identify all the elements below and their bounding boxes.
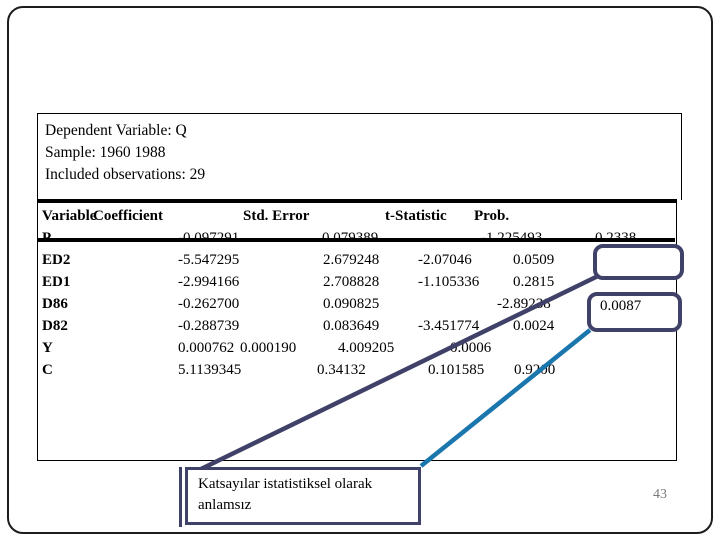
table-cell: 0.34132 — [317, 362, 366, 378]
table-cell: ED2 — [42, 252, 71, 268]
table-cell: 0.083649 — [323, 318, 380, 334]
table-cell: D86 — [42, 296, 68, 312]
table-cell: 0.090825 — [323, 296, 380, 312]
table-header-separator-line — [37, 238, 675, 242]
table-cell: -0.288739 — [178, 318, 240, 334]
dependent-variable-line: Dependent Variable: Q — [45, 122, 187, 139]
table-cell: ED1 — [42, 274, 71, 290]
table-cell: -0.262700 — [178, 296, 240, 312]
callout-box-1 — [593, 244, 684, 280]
table-cell: 0.101585 — [428, 362, 485, 378]
table-cell: 5.1139345 — [178, 362, 242, 378]
callout-box-2 — [587, 292, 682, 332]
table-cell: C — [42, 362, 53, 378]
table-cell: 0.000762 — [178, 340, 235, 356]
table-cell: Coefficient — [93, 208, 163, 224]
table-cell: -2.994166 — [178, 274, 240, 290]
table-cell: 0.0509 — [513, 252, 555, 268]
table-cell: -3.451774 — [418, 318, 480, 334]
d86-prob-value: 0.0087 — [600, 298, 642, 314]
note-text: Katsayılar istatistiksel olarak anlamsız — [198, 476, 373, 513]
slide-border — [7, 6, 713, 534]
connector-line-navy — [200, 273, 599, 472]
table-cell: D82 — [42, 318, 68, 334]
table-cell: Prob. — [474, 208, 510, 224]
note-box-left-line — [179, 467, 182, 527]
table-cell: Y — [42, 340, 53, 356]
table-cell: 0.000190 — [240, 340, 297, 356]
regression-header-box: Dependent Variable: Q Sample: 1960 1988 … — [37, 113, 682, 200]
table-cell: t-Statistic — [385, 208, 447, 224]
table-cell: 0.0024 — [513, 318, 555, 334]
sample-line: Sample: 1960 1988 — [45, 144, 166, 161]
table-cell: Std. Error — [243, 208, 310, 224]
table-cell: -5.547295 — [178, 252, 240, 268]
connector-line-teal — [419, 328, 592, 468]
table-cell: 2.679248 — [323, 252, 380, 268]
table-cell: -1.105336 — [418, 274, 480, 290]
table-cell: 2.708828 — [323, 274, 380, 290]
table-cell: -2.07046 — [418, 252, 472, 268]
observations-line: Included observations: 29 — [45, 166, 206, 183]
page-number: 43 — [653, 487, 667, 502]
table-cell: 4.009205 — [338, 340, 395, 356]
table-cell: 0.2815 — [513, 274, 555, 290]
note-box: Katsayılar istatistiksel olarak anlamsız — [185, 467, 421, 525]
table-cell: Variable — [42, 208, 97, 224]
